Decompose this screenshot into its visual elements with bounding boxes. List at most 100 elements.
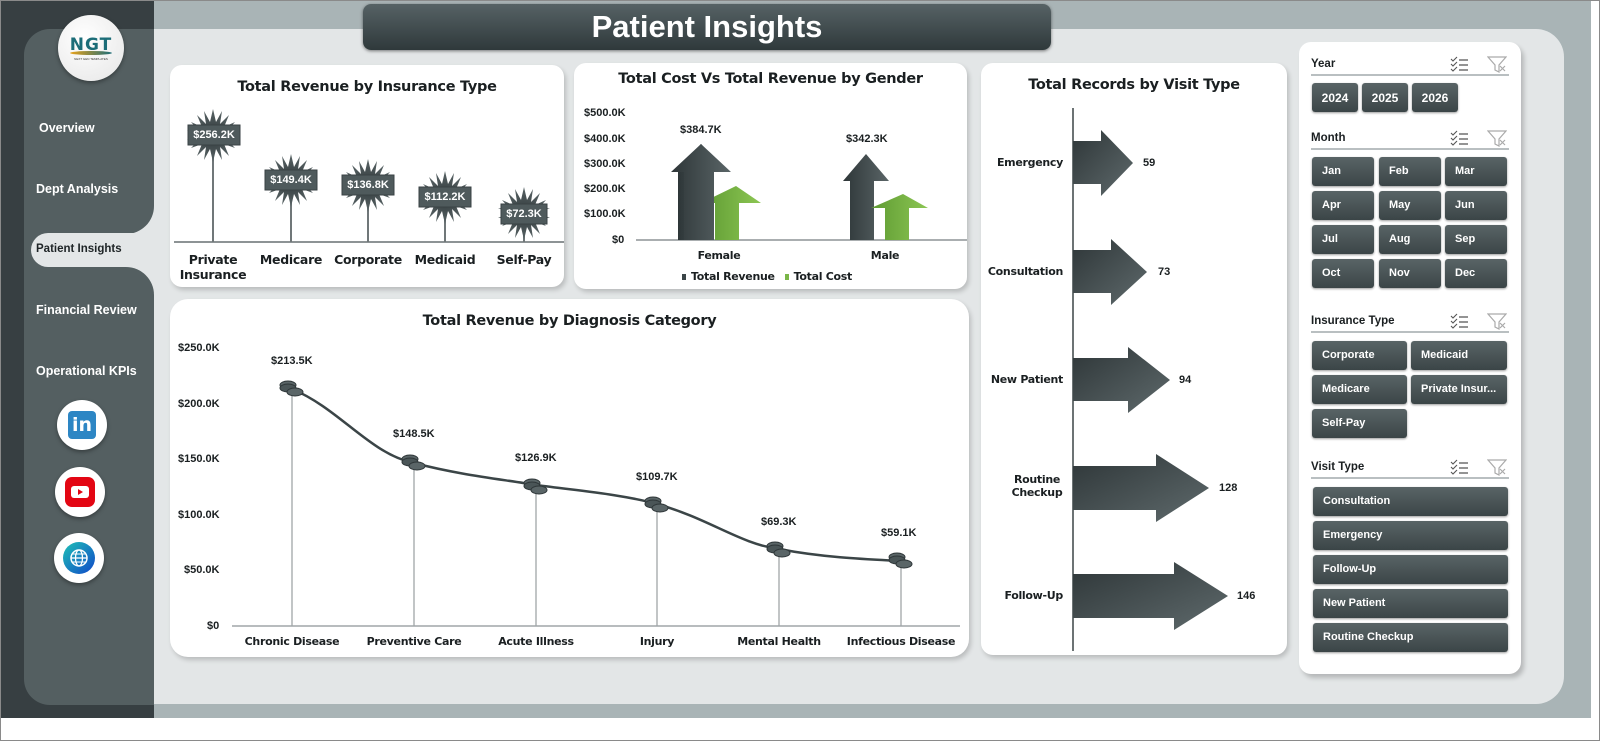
category-label: Injury bbox=[639, 635, 675, 648]
legend-item-cost: Total Cost bbox=[784, 270, 852, 283]
clear-filter-icon[interactable] bbox=[1487, 312, 1507, 330]
slicer-option-jan[interactable]: Jan bbox=[1312, 157, 1374, 186]
slicer-month-header: Month bbox=[1311, 128, 1509, 150]
y-tick: $200.0K bbox=[178, 398, 220, 410]
multi-select-icon[interactable] bbox=[1449, 129, 1469, 147]
nav-active-curve-bottom bbox=[124, 267, 154, 295]
slicer-option-dec[interactable]: Dec bbox=[1445, 259, 1507, 288]
data-label: $59.1K bbox=[881, 527, 917, 539]
slicer-insurance-header: Insurance Type bbox=[1311, 311, 1509, 333]
category-label: Mental Health bbox=[737, 635, 821, 648]
legend: Total Revenue Total Cost bbox=[682, 270, 852, 283]
data-label: $213.5K bbox=[271, 355, 313, 367]
y-tick: $300.0K bbox=[584, 158, 626, 170]
data-label: 73 bbox=[1158, 266, 1171, 278]
sidebar-item-operational-kpis[interactable]: Operational KPIs bbox=[36, 364, 137, 378]
slicer-option-routine-checkup[interactable]: Routine Checkup bbox=[1313, 623, 1508, 652]
slicer-option-nov[interactable]: Nov bbox=[1379, 259, 1441, 288]
clear-filter-icon[interactable] bbox=[1487, 458, 1507, 476]
y-tick: $250.0K bbox=[178, 342, 220, 354]
slicer-option-sep[interactable]: Sep bbox=[1445, 225, 1507, 254]
slicer-option-private-insurance[interactable]: Private Insur... bbox=[1411, 375, 1507, 404]
logo-swoosh-icon bbox=[70, 51, 112, 55]
globe-icon bbox=[63, 542, 95, 574]
data-label: 146 bbox=[1237, 590, 1256, 602]
logo: NGT NEXT GEN TEMPLATES bbox=[58, 15, 124, 81]
sidebar-item-label: Patient Insights bbox=[36, 243, 122, 255]
y-tick: $100.0K bbox=[584, 208, 626, 220]
y-tick: $500.0K bbox=[584, 107, 626, 119]
multi-select-icon[interactable] bbox=[1449, 55, 1469, 73]
slicer-option-jun[interactable]: Jun bbox=[1445, 191, 1507, 220]
category-label: Consultation bbox=[987, 265, 1063, 278]
y-tick: $400.0K bbox=[584, 133, 626, 145]
slicer-option-mar[interactable]: Mar bbox=[1445, 157, 1507, 186]
slicer-option-corporate[interactable]: Corporate bbox=[1312, 341, 1407, 370]
linkedin-button[interactable]: in bbox=[57, 400, 107, 450]
category-label: Female bbox=[697, 249, 741, 262]
chart-revenue-by-insurance: Total Revenue by Insurance Type bbox=[170, 65, 564, 287]
slicer-visit-header: Visit Type bbox=[1311, 457, 1509, 479]
slicer-option-2024[interactable]: 2024 bbox=[1312, 83, 1358, 112]
clear-filter-icon[interactable] bbox=[1487, 129, 1507, 147]
nav-active-curve-top bbox=[124, 206, 154, 234]
slicer-option-emergency[interactable]: Emergency bbox=[1313, 521, 1508, 550]
website-button[interactable] bbox=[54, 533, 104, 583]
data-label: 128 bbox=[1219, 482, 1238, 494]
data-label: $384.7K bbox=[680, 124, 722, 136]
slicer-option-consultation[interactable]: Consultation bbox=[1313, 487, 1508, 516]
category-label: New Patient bbox=[990, 373, 1063, 386]
category-label: Corporate bbox=[334, 252, 402, 267]
logo-text: NGT bbox=[69, 35, 113, 55]
youtube-icon bbox=[65, 477, 95, 507]
slicer-option-follow-up[interactable]: Follow-Up bbox=[1313, 555, 1508, 584]
data-label: $148.5K bbox=[393, 428, 435, 440]
category-label: Emergency bbox=[996, 156, 1063, 169]
chart-title: Total Revenue by Diagnosis Category bbox=[422, 313, 717, 329]
slicer-option-self-pay[interactable]: Self-Pay bbox=[1312, 409, 1407, 438]
data-label: $109.7K bbox=[636, 471, 678, 483]
sidebar-item-patient-insights[interactable]: Patient Insights bbox=[31, 233, 154, 267]
slicer-option-may[interactable]: May bbox=[1379, 191, 1441, 220]
slicer-option-2026[interactable]: 2026 bbox=[1412, 83, 1458, 112]
data-label: $136.8K bbox=[347, 179, 389, 191]
clear-filter-icon[interactable] bbox=[1487, 55, 1507, 73]
slicer-title: Visit Type bbox=[1311, 461, 1365, 473]
y-tick: $0 bbox=[207, 620, 220, 632]
page-title: Patient Insights bbox=[591, 9, 823, 44]
category-label: Medicaid bbox=[414, 252, 476, 267]
sidebar-item-dept-analysis[interactable]: Dept Analysis bbox=[36, 182, 119, 196]
slicer-option-oct[interactable]: Oct bbox=[1312, 259, 1374, 288]
slicer-year-header: Year bbox=[1311, 54, 1509, 76]
category-label: Self-Pay bbox=[496, 252, 552, 267]
filter-panel: Year 2024 2025 2026 Month Jan Feb Mar Ap… bbox=[1299, 42, 1521, 674]
slicer-option-aug[interactable]: Aug bbox=[1379, 225, 1441, 254]
category-label: Private Insurance bbox=[179, 252, 247, 282]
data-label: $126.9K bbox=[515, 452, 557, 464]
coin-markers bbox=[279, 380, 913, 569]
linkedin-icon: in bbox=[68, 411, 96, 439]
slicer-option-feb[interactable]: Feb bbox=[1379, 157, 1441, 186]
diagnosis-line-plot bbox=[232, 380, 960, 627]
slicer-option-2025[interactable]: 2025 bbox=[1362, 83, 1408, 112]
sidebar-item-overview[interactable]: Overview bbox=[39, 121, 95, 135]
youtube-button[interactable] bbox=[55, 467, 105, 517]
legend-item-revenue: Total Revenue bbox=[682, 270, 775, 283]
slicer-option-jul[interactable]: Jul bbox=[1312, 225, 1374, 254]
page-title-bar: Patient Insights bbox=[363, 4, 1051, 50]
slicer-option-new-patient[interactable]: New Patient bbox=[1313, 589, 1508, 618]
data-label: $342.3K bbox=[846, 133, 888, 145]
chart-records-by-visit-type: Total Records by Visit Type 59 73 94 128… bbox=[981, 63, 1287, 655]
slicer-option-medicaid[interactable]: Medicaid bbox=[1411, 341, 1507, 370]
sidebar-item-financial-review[interactable]: Financial Review bbox=[36, 303, 137, 317]
category-label: Male bbox=[870, 249, 900, 262]
data-label: 59 bbox=[1143, 157, 1156, 169]
insurance-lollipop-plot bbox=[174, 109, 564, 243]
multi-select-icon[interactable] bbox=[1449, 458, 1469, 476]
slicer-option-medicare[interactable]: Medicare bbox=[1312, 375, 1407, 404]
y-tick: $200.0K bbox=[584, 183, 626, 195]
y-tick: $150.0K bbox=[178, 453, 220, 465]
slicer-option-apr[interactable]: Apr bbox=[1312, 191, 1374, 220]
multi-select-icon[interactable] bbox=[1449, 312, 1469, 330]
